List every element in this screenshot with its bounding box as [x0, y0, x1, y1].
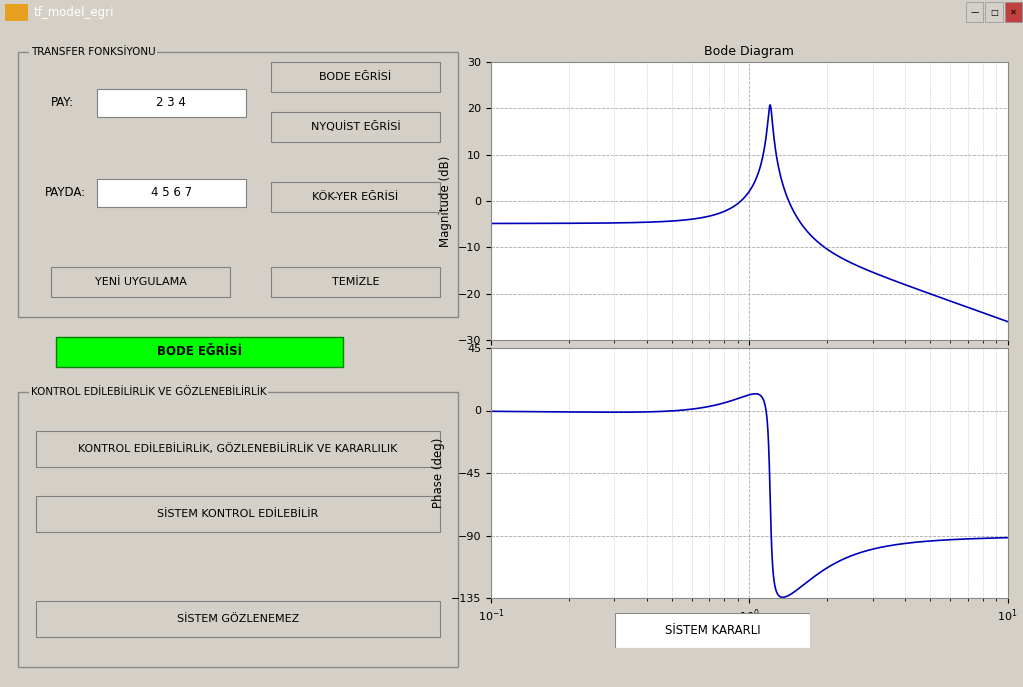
- Bar: [966, 3, 983, 22]
- Bar: [36, 496, 440, 532]
- Text: tf_model_egri: tf_model_egri: [34, 6, 115, 19]
- Bar: [5, 3, 28, 21]
- Text: SİSTEM KARARLI: SİSTEM KARARLI: [665, 624, 760, 637]
- Text: □: □: [990, 8, 997, 17]
- Text: KONTROL EDİLEBİLİRLİK, GÖZLENEBİLİRLİK VE KARARLILIK: KONTROL EDİLEBİLİRLİK, GÖZLENEBİLİRLİK V…: [78, 443, 398, 454]
- Bar: [18, 52, 458, 317]
- Text: BODE EĞRİSİ: BODE EĞRİSİ: [157, 346, 242, 359]
- Y-axis label: Phase (deg): Phase (deg): [433, 438, 445, 508]
- Y-axis label: Magnitude (dB): Magnitude (dB): [439, 155, 452, 247]
- Bar: [271, 112, 440, 142]
- Bar: [97, 179, 246, 207]
- Text: 4 5 6 7: 4 5 6 7: [150, 186, 192, 199]
- Text: YENİ UYGULAMA: YENİ UYGULAMA: [95, 277, 186, 287]
- Bar: [36, 601, 440, 637]
- Bar: [271, 267, 440, 297]
- Text: NYQUİST EĞRİSİ: NYQUİST EĞRİSİ: [311, 122, 400, 133]
- Text: —: —: [970, 8, 979, 17]
- Title: Bode Diagram: Bode Diagram: [705, 45, 794, 58]
- Text: 2 3 4: 2 3 4: [157, 96, 186, 109]
- Bar: [56, 337, 343, 367]
- Bar: [36, 431, 440, 467]
- Text: KÖK-YER EĞRİSİ: KÖK-YER EĞRİSİ: [312, 192, 399, 202]
- Text: TEMİZLE: TEMİZLE: [331, 277, 380, 287]
- Bar: [97, 89, 246, 117]
- Bar: [985, 3, 1003, 22]
- Bar: [51, 267, 230, 297]
- Text: TRANSFER FONKSİYONU: TRANSFER FONKSİYONU: [31, 47, 155, 57]
- Text: PAY:: PAY:: [51, 96, 74, 109]
- Text: BODE EĞRİSİ: BODE EĞRİSİ: [319, 71, 392, 82]
- Text: SİSTEM KONTROL EDİLEBİLİR: SİSTEM KONTROL EDİLEBİLİR: [158, 509, 318, 519]
- Bar: [271, 62, 440, 92]
- Text: SİSTEM GÖZLENEMEZ: SİSTEM GÖZLENEMEZ: [177, 614, 299, 624]
- Bar: [271, 182, 440, 212]
- Text: PAYDA:: PAYDA:: [45, 186, 86, 199]
- Bar: [1005, 3, 1022, 22]
- Text: KONTROL EDİLEBİLİRLİK VE GÖZLENEBİLİRLİK: KONTROL EDİLEBİLİRLİK VE GÖZLENEBİLİRLİK: [31, 387, 266, 397]
- Text: ✕: ✕: [1010, 8, 1017, 17]
- X-axis label: Frequency  (rad/sec): Frequency (rad/sec): [688, 630, 810, 643]
- Bar: [18, 392, 458, 667]
